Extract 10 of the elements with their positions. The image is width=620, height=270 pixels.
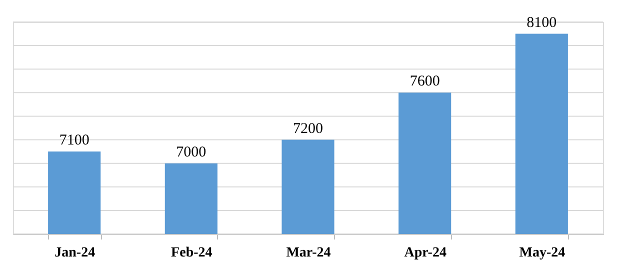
- data-label: 7100: [59, 132, 90, 149]
- data-label: 7600: [410, 74, 440, 90]
- data-label: 8100: [526, 14, 557, 31]
- x-tick-label: Mar-24: [286, 246, 331, 260]
- x-tick-label: Jan-24: [54, 246, 96, 260]
- x-tick-label: May-24: [519, 246, 566, 260]
- x-tick-label: Apr-24: [404, 246, 446, 260]
- x-tick-label: Feb-24: [171, 246, 212, 260]
- data-label: 7200: [293, 120, 323, 137]
- data-label: 7000: [176, 144, 206, 160]
